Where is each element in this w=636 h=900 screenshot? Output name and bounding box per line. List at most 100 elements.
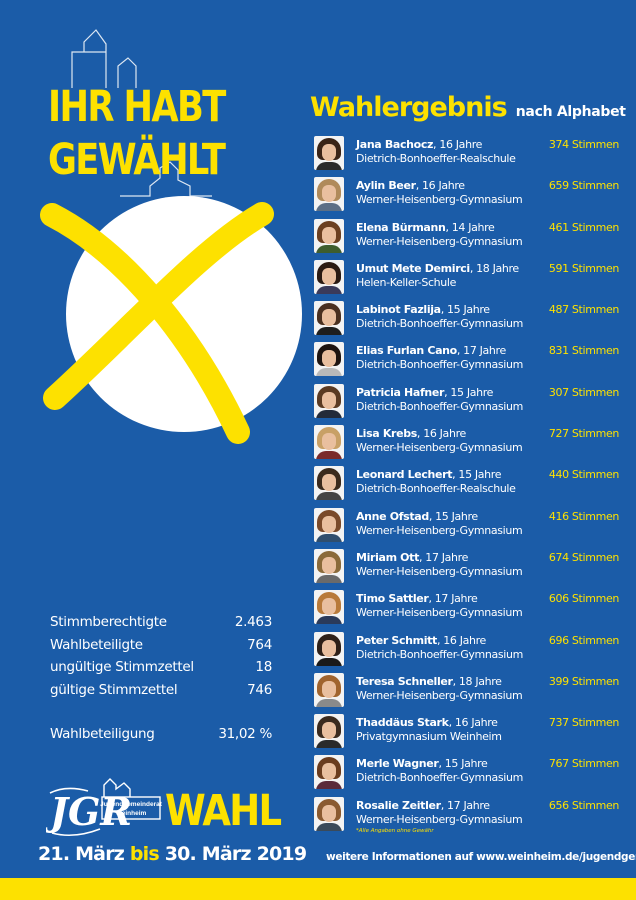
candidate-school: Werner-Heisenberg-Gymnasium bbox=[356, 564, 523, 578]
candidate-votes: 307 Stimmen bbox=[548, 385, 620, 399]
candidate-school: Dietrich-Bonhoeffer-Gymnasium bbox=[356, 317, 523, 331]
candidate-name-line: Miriam Ott, 17 Jahre bbox=[356, 551, 468, 564]
candidate-age: , 15 Jahre bbox=[440, 303, 490, 317]
candidate-votes: 727 Stimmen bbox=[548, 427, 620, 441]
candidate-photo bbox=[314, 177, 344, 212]
date-bis: bis bbox=[129, 843, 160, 865]
candidate-photo bbox=[314, 301, 344, 336]
stat-label: ungültige Stimmzettel bbox=[50, 659, 194, 675]
candidate-row: Labinot Fazlija, 15 Jahre Dietrich-Bonhoe… bbox=[314, 300, 619, 341]
candidate-votes: 374 Stimmen bbox=[548, 138, 620, 151]
bottom-bar bbox=[0, 878, 636, 900]
candidate-age: , 15 Jahre bbox=[438, 757, 488, 771]
candidate-name-line: Anne Ofstad, 15 Jahre bbox=[356, 510, 478, 523]
candidate-school: Werner-Heisenberg-Gymnasium bbox=[356, 193, 523, 207]
candidate-name: Peter Schmitt bbox=[356, 633, 437, 647]
stat-row: gültige Stimmzettel 746 bbox=[50, 679, 272, 702]
headline-line-2: GEWÄHLT bbox=[48, 135, 226, 185]
candidate-name: Anne Ofstad bbox=[356, 509, 429, 523]
candidate-votes: 659 Stimmen bbox=[548, 179, 620, 193]
candidate-name: Umut Mete Demirci bbox=[356, 261, 470, 275]
candidate-name: Thaddäus Stark bbox=[356, 716, 449, 730]
turnout-label: Wahlbeteiligung bbox=[50, 726, 155, 742]
logo-letters: JGR bbox=[46, 789, 132, 834]
candidate-name: Timo Sattler bbox=[356, 592, 429, 606]
candidate-school: Werner-Heisenberg-Gymnasium bbox=[356, 441, 523, 455]
candidate-row: Aylin Beer, 16 Jahre Werner-Heisenberg-Gy… bbox=[314, 176, 619, 217]
candidate-name-line: Elena Bürmann, 14 Jahre bbox=[356, 220, 495, 234]
candidate-age: , 16 Jahre bbox=[415, 179, 465, 193]
candidate-school: Dietrich-Bonhoeffer-Realschule bbox=[356, 482, 516, 496]
logo-text-line-2: Weinheim bbox=[116, 810, 147, 817]
candidate-photo bbox=[314, 796, 344, 831]
candidate-row: Jana Bachocz, 16 Jahre Dietrich-Bonhoeffe… bbox=[314, 135, 619, 176]
candidate-name: Leonard Lechert bbox=[356, 468, 453, 482]
logo-text-line-1: Jugendgemeinderat bbox=[100, 801, 163, 808]
candidate-age: , 17 Jahre bbox=[456, 344, 506, 358]
candidate-votes: 399 Stimmen bbox=[548, 674, 620, 688]
footer-info: weitere Informationen auf www.weinheim.d… bbox=[326, 851, 636, 863]
candidate-row: Leonard Lechert, 15 Jahre Dietrich-Bonhoe… bbox=[314, 465, 619, 506]
headline-line-1: IHR HABT bbox=[48, 82, 226, 132]
ballot-cross-icon bbox=[40, 202, 274, 444]
candidate-photo bbox=[314, 714, 344, 749]
candidate-photo bbox=[314, 507, 344, 542]
candidate-name-line: Umut Mete Demirci, 18 Jahre bbox=[356, 262, 519, 275]
stat-row: ungültige Stimmzettel 18 bbox=[50, 656, 272, 679]
jgr-logo: Jugendgemeinderat Weinheim JGR bbox=[46, 778, 163, 837]
candidate-name-line: Elias Furlan Cano, 17 Jahre bbox=[356, 344, 506, 357]
candidate-school: Dietrich-Bonhoeffer-Realschule bbox=[356, 152, 516, 165]
candidate-name: Aylin Beer bbox=[356, 179, 416, 193]
candidate-row: Elena Bürmann, 14 Jahre Werner-Heisenberg… bbox=[314, 218, 619, 259]
disclaimer-note: *Alle Angaben ohne Gewähr bbox=[356, 828, 434, 834]
stat-row: Stimmberechtigte 2.463 bbox=[50, 611, 272, 634]
candidate-school: Helen-Keller-Schule bbox=[356, 275, 457, 289]
candidate-votes: 487 Stimmen bbox=[548, 303, 620, 317]
candidate-name-line: Teresa Schneller, 18 Jahre bbox=[356, 675, 502, 688]
candidate-age: , 18 Jahre bbox=[452, 674, 502, 688]
candidate-photo bbox=[314, 383, 344, 418]
candidate-photo bbox=[314, 755, 344, 790]
candidate-votes: 696 Stimmen bbox=[548, 633, 620, 647]
candidate-photo bbox=[314, 631, 344, 666]
candidate-name: Labinot Fazlija bbox=[356, 303, 441, 317]
candidate-name-line: Peter Schmitt, 16 Jahre bbox=[356, 634, 486, 647]
castle-outline-icon bbox=[71, 29, 212, 197]
candidate-votes: 440 Stimmen bbox=[548, 468, 620, 482]
stat-label: Wahlbeteiligte bbox=[50, 636, 143, 653]
candidate-age: , 18 Jahre bbox=[469, 261, 519, 275]
candidate-photo bbox=[314, 342, 344, 377]
results-title: Wahlergebnis bbox=[310, 92, 508, 123]
candidate-name-line: Lisa Krebs, 16 Jahre bbox=[356, 427, 466, 440]
turnout-value: 31,02 % bbox=[218, 726, 272, 742]
candidate-name: Miriam Ott bbox=[356, 550, 419, 564]
stat-label: Stimmberechtigte bbox=[50, 614, 167, 630]
candidate-name-line: Leonard Lechert, 15 Jahre bbox=[356, 468, 501, 481]
stat-value: 2.463 bbox=[234, 614, 272, 630]
candidate-name: Elena Bürmann bbox=[356, 220, 446, 234]
candidate-name-line: Thaddäus Stark, 16 Jahre bbox=[356, 716, 498, 729]
candidate-photo bbox=[314, 259, 344, 294]
candidate-name-line: Merle Wagner, 15 Jahre bbox=[356, 757, 488, 771]
candidate-age: , 15 Jahre bbox=[444, 385, 494, 399]
candidate-photo bbox=[314, 425, 344, 460]
stat-value: 764 bbox=[247, 636, 272, 653]
candidate-name-line: Labinot Fazlija, 15 Jahre bbox=[356, 303, 490, 316]
candidate-name: Rosalie Zeitler bbox=[356, 798, 441, 812]
candidate-name: Lisa Krebs bbox=[356, 427, 417, 441]
candidate-name: Elias Furlan Cano bbox=[356, 344, 457, 358]
candidate-votes: 606 Stimmen bbox=[548, 592, 620, 606]
date-start: 21. März bbox=[38, 843, 125, 865]
candidate-row: Lisa Krebs, 16 Jahre Werner-Heisenberg-Gy… bbox=[314, 424, 619, 465]
candidate-photo bbox=[314, 466, 344, 501]
candidate-votes: 674 Stimmen bbox=[548, 550, 620, 564]
candidate-photo bbox=[314, 590, 344, 625]
candidate-school: Dietrich-Bonhoeffer-Gymnasium bbox=[356, 358, 523, 372]
candidate-row: Rosalie Zeitler, 17 Jahre Werner-Heisenbe… bbox=[314, 796, 619, 837]
candidate-age: , 17 Jahre bbox=[428, 592, 478, 606]
candidate-votes: 737 Stimmen bbox=[548, 716, 620, 730]
ballot-circle bbox=[66, 196, 302, 432]
stats-table: Stimmberechtigte 2.463 Wahlbeteiligte 76… bbox=[50, 611, 272, 701]
candidate-age: , 16 Jahre bbox=[436, 633, 486, 647]
